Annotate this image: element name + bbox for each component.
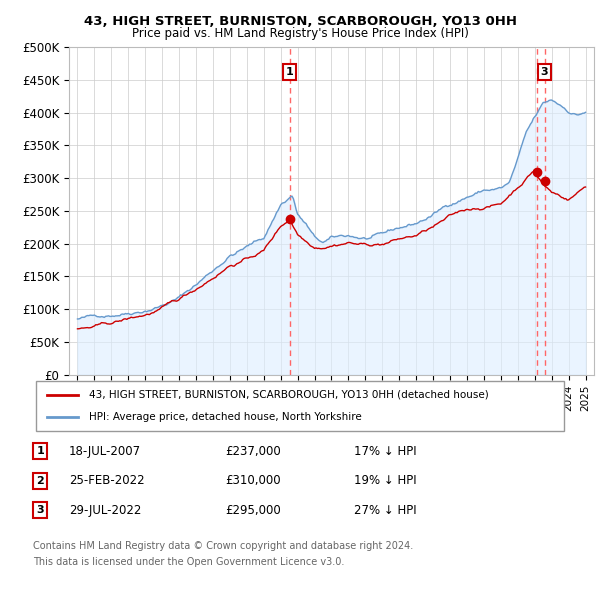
- Text: 43, HIGH STREET, BURNISTON, SCARBOROUGH, YO13 0HH: 43, HIGH STREET, BURNISTON, SCARBOROUGH,…: [83, 15, 517, 28]
- Text: 43, HIGH STREET, BURNISTON, SCARBOROUGH, YO13 0HH (detached house): 43, HIGH STREET, BURNISTON, SCARBOROUGH,…: [89, 389, 488, 399]
- Text: 17% ↓ HPI: 17% ↓ HPI: [354, 445, 416, 458]
- Text: 1: 1: [37, 447, 44, 456]
- Text: £237,000: £237,000: [225, 445, 281, 458]
- Text: £310,000: £310,000: [225, 474, 281, 487]
- Text: £295,000: £295,000: [225, 504, 281, 517]
- Text: This data is licensed under the Open Government Licence v3.0.: This data is licensed under the Open Gov…: [33, 557, 344, 566]
- Text: Price paid vs. HM Land Registry's House Price Index (HPI): Price paid vs. HM Land Registry's House …: [131, 27, 469, 40]
- Text: 3: 3: [541, 67, 548, 77]
- Text: 1: 1: [286, 67, 294, 77]
- Text: 2: 2: [37, 476, 44, 486]
- Text: HPI: Average price, detached house, North Yorkshire: HPI: Average price, detached house, Nort…: [89, 412, 362, 422]
- Text: 27% ↓ HPI: 27% ↓ HPI: [354, 504, 416, 517]
- Text: 19% ↓ HPI: 19% ↓ HPI: [354, 474, 416, 487]
- Text: 25-FEB-2022: 25-FEB-2022: [69, 474, 145, 487]
- Text: 3: 3: [37, 506, 44, 515]
- Text: Contains HM Land Registry data © Crown copyright and database right 2024.: Contains HM Land Registry data © Crown c…: [33, 541, 413, 550]
- Text: 29-JUL-2022: 29-JUL-2022: [69, 504, 142, 517]
- Text: 18-JUL-2007: 18-JUL-2007: [69, 445, 141, 458]
- FancyBboxPatch shape: [36, 381, 564, 431]
